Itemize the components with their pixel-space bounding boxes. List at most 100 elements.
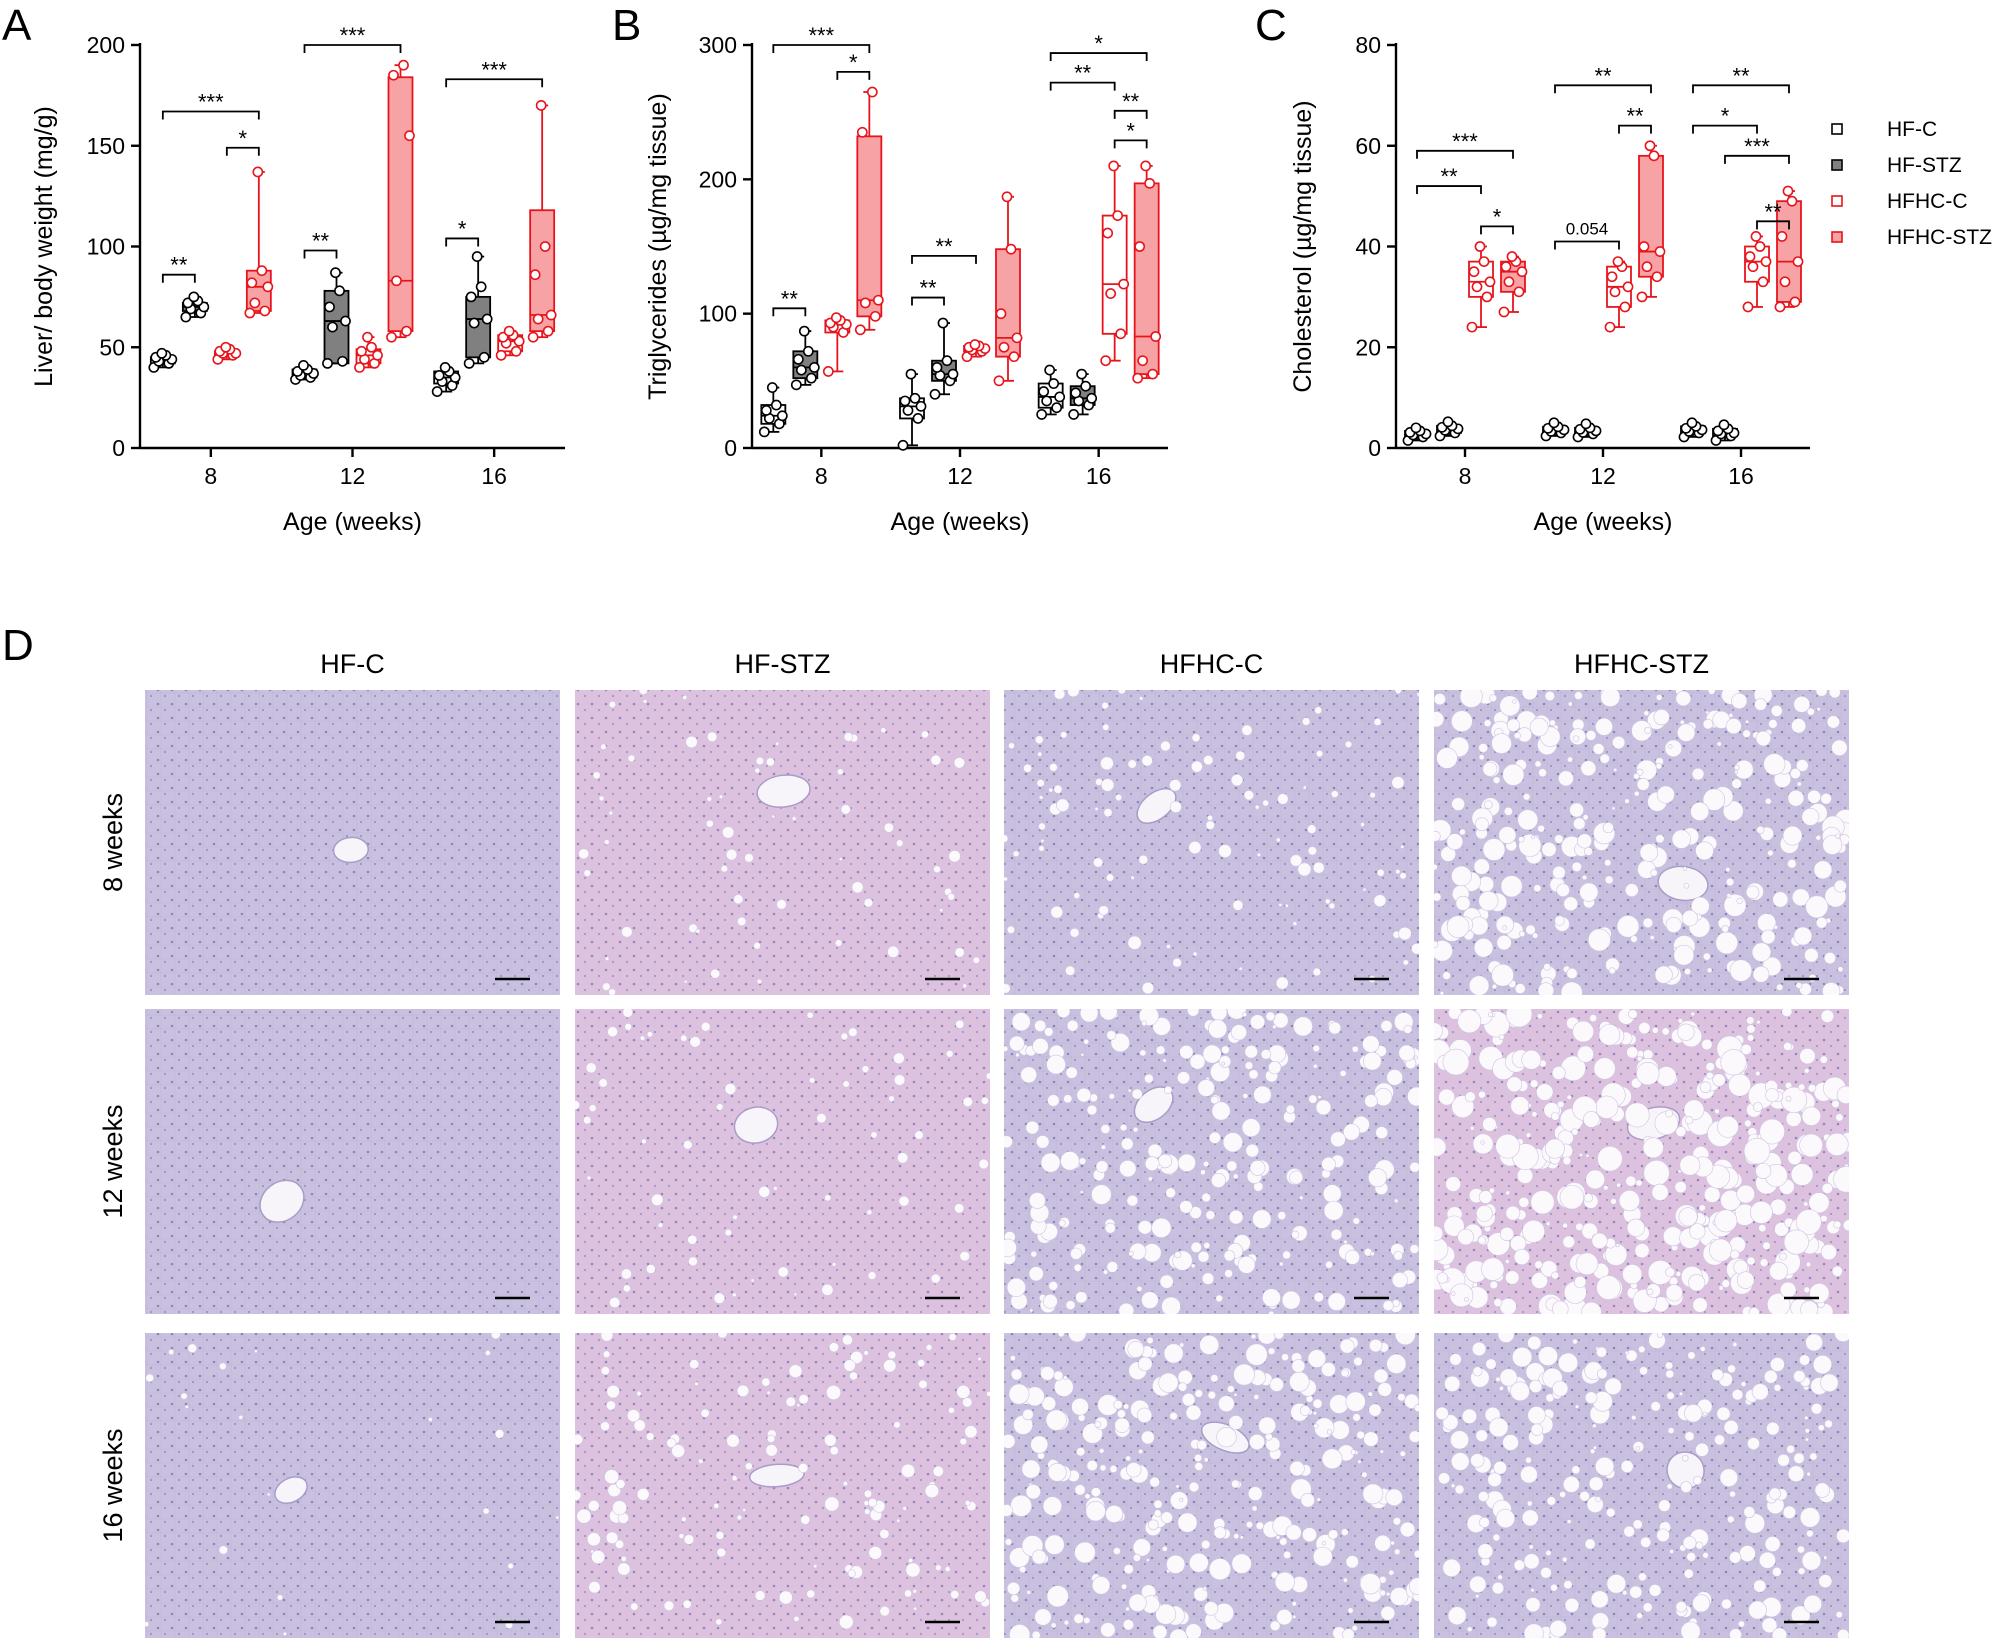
lipid-droplet xyxy=(1787,789,1805,807)
lipid-droplet xyxy=(1292,1614,1297,1619)
lipid-droplet xyxy=(793,1292,798,1297)
x-tick-label: 8 xyxy=(815,463,828,489)
lipid-droplet xyxy=(1070,1247,1083,1260)
lipid-droplet xyxy=(813,1564,818,1569)
lipid-droplet xyxy=(1250,1333,1257,1340)
lipid-droplet xyxy=(1468,975,1490,995)
lipid-droplet xyxy=(1478,1190,1493,1204)
lipid-droplet xyxy=(1025,1120,1040,1135)
significance-label: ** xyxy=(1732,63,1750,88)
lipid-droplet xyxy=(1253,1394,1260,1400)
lipid-droplet xyxy=(1495,1133,1520,1159)
lipid-droplet xyxy=(1665,916,1682,933)
lipid-droplet xyxy=(1804,948,1819,963)
lipid-droplet xyxy=(1385,1488,1403,1507)
lipid-droplet xyxy=(1636,1055,1643,1062)
lipid-droplet xyxy=(1315,1099,1332,1116)
data-point xyxy=(527,331,539,343)
data-point xyxy=(822,366,834,377)
lipid-droplet xyxy=(947,892,955,901)
lipid-droplet xyxy=(1655,694,1663,701)
lipid-droplet xyxy=(1491,963,1514,987)
data-point xyxy=(1786,195,1798,207)
lipid-droplet xyxy=(1649,935,1655,940)
lipid-droplet xyxy=(1692,1475,1702,1486)
lipid-droplet xyxy=(1208,1019,1228,1039)
data-point xyxy=(1112,210,1124,222)
lipid-droplet xyxy=(1223,1250,1236,1262)
lipid-droplet xyxy=(671,1444,685,1458)
lipid-droplet xyxy=(1604,1377,1622,1395)
lipid-droplet xyxy=(775,741,780,746)
lipid-droplet xyxy=(1126,1194,1139,1207)
lipid-droplet xyxy=(642,699,648,704)
lipid-droplet xyxy=(1506,718,1520,732)
lipid-droplet xyxy=(1513,732,1521,740)
lipid-droplet xyxy=(586,1175,592,1181)
lipid-droplet xyxy=(145,1621,150,1628)
lipid-droplet xyxy=(1040,1366,1055,1381)
lipid-droplet xyxy=(1034,1019,1047,1032)
lipid-droplet xyxy=(1464,1296,1470,1302)
lipid-droplet xyxy=(893,1421,901,1429)
significance-bracket xyxy=(836,70,871,80)
lipid-droplet xyxy=(1821,1182,1833,1194)
lipid-droplet xyxy=(1774,1221,1789,1237)
x-tick-label: 12 xyxy=(947,463,973,489)
lipid-droplet xyxy=(1248,1069,1259,1080)
lipid-droplet xyxy=(879,1605,890,1617)
lipid-droplet xyxy=(713,1502,720,1509)
lipid-droplet xyxy=(657,1222,664,1228)
lipid-droplet xyxy=(1179,1200,1193,1214)
lipid-droplet xyxy=(1665,1284,1683,1302)
data-point xyxy=(1105,288,1117,299)
data-point xyxy=(1036,409,1048,420)
histology-image xyxy=(575,690,990,995)
significance-label: * xyxy=(1493,204,1502,229)
lipid-droplet xyxy=(620,1555,627,1562)
lipid-droplet xyxy=(1534,760,1542,768)
lipid-droplet xyxy=(1119,1159,1137,1178)
lipid-droplet xyxy=(1491,1581,1505,1595)
data-point xyxy=(1747,261,1759,273)
lipid-droplet xyxy=(1572,735,1580,742)
data-point xyxy=(802,345,814,357)
lipid-droplet xyxy=(1791,718,1807,734)
lipid-droplet xyxy=(645,1264,656,1274)
lipid-droplet xyxy=(954,1203,965,1214)
lipid-droplet xyxy=(1313,1063,1318,1069)
lipid-droplet xyxy=(1307,824,1317,834)
lipid-droplet xyxy=(1060,731,1068,739)
lipid-droplet xyxy=(1330,1228,1343,1241)
data-point xyxy=(905,368,917,380)
lipid-droplet xyxy=(1521,1509,1539,1527)
lipid-droplet xyxy=(824,1194,832,1202)
lipid-droplet xyxy=(1746,1016,1755,1025)
data-point xyxy=(356,345,367,357)
lipid-droplet xyxy=(1746,1256,1756,1266)
x-tick-label: 16 xyxy=(481,463,507,489)
data-point xyxy=(1654,246,1666,257)
lipid-droplet xyxy=(1138,1448,1144,1455)
data-point xyxy=(1001,191,1013,203)
lipid-droplet xyxy=(1279,1261,1284,1267)
lipid-droplet xyxy=(1803,1286,1811,1294)
lipid-droplet xyxy=(1661,1027,1670,1036)
lipid-droplet xyxy=(962,983,968,989)
lipid-droplet xyxy=(1759,1258,1769,1267)
lipid-droplet xyxy=(1079,1190,1084,1194)
histology-image xyxy=(145,1333,560,1638)
data-point xyxy=(1754,241,1766,252)
lipid-droplet xyxy=(1074,1484,1086,1496)
lipid-droplet xyxy=(639,1035,646,1041)
lipid-droplet xyxy=(1689,1223,1706,1240)
lipid-droplet xyxy=(1624,883,1639,897)
lipid-droplet xyxy=(685,735,698,749)
lipid-droplet xyxy=(724,1228,733,1237)
lipid-droplet xyxy=(1478,743,1489,753)
lipid-droplet xyxy=(864,1508,871,1515)
lipid-droplet xyxy=(1136,1285,1143,1292)
lipid-droplet xyxy=(1241,724,1253,736)
lipid-droplet xyxy=(1725,867,1731,873)
